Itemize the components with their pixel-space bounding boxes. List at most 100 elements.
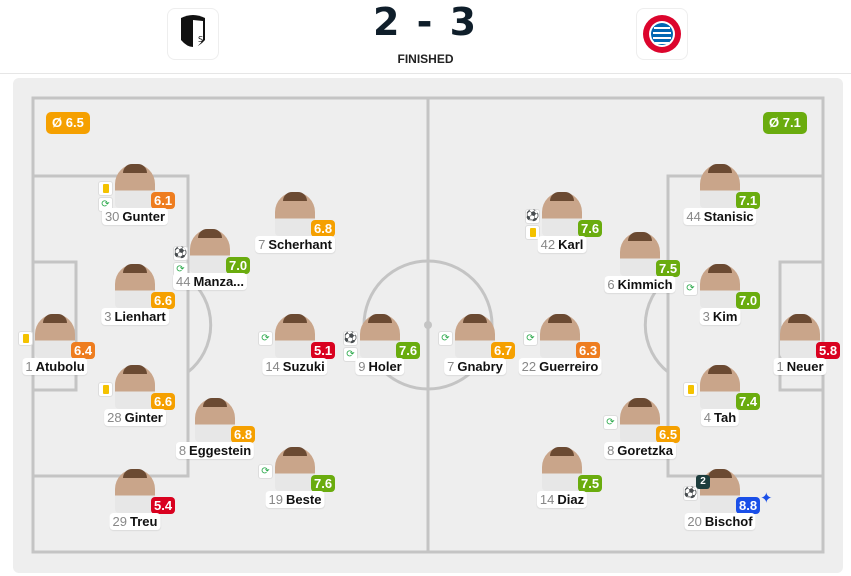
- player-rating: 6.7: [491, 342, 516, 359]
- player-label: 44 Stanisic: [683, 208, 757, 225]
- player-name: Kim: [712, 309, 738, 324]
- player-label: 7 Scherhant: [255, 236, 335, 253]
- home-average-rating: Ø 6.5: [46, 112, 90, 134]
- player-rating: 7.4: [736, 393, 761, 410]
- goal-icon: ⚽: [173, 246, 188, 261]
- player-rating: 7.0: [736, 292, 761, 309]
- player-label: 14 Suzuki: [262, 358, 328, 375]
- player-label: 7 Gnabry: [444, 358, 506, 375]
- player-rating: 6.1: [151, 192, 176, 209]
- player-number: 4: [703, 410, 712, 425]
- player-rating: 6.6: [151, 292, 176, 309]
- player-name: Manza...: [193, 274, 245, 289]
- player-name: Beste: [286, 492, 322, 507]
- player-photo: [540, 314, 580, 358]
- player-label: 1 Neuer: [773, 358, 827, 375]
- player-number: 20: [687, 514, 702, 529]
- player-rating: 6.5: [656, 426, 681, 443]
- player-photo: [455, 314, 495, 358]
- yellow-card-icon: [683, 382, 698, 397]
- player-number: 29: [112, 514, 127, 529]
- yellow-card-icon: [525, 225, 540, 240]
- player-number: 44: [686, 209, 701, 224]
- event-icons: ⟳: [603, 415, 618, 430]
- player-rating: 6.8: [311, 220, 336, 237]
- event-icons: [683, 382, 698, 397]
- yellow-card-icon: [98, 382, 113, 397]
- player-rating: 6.4: [71, 342, 96, 359]
- player-number: 1: [776, 359, 784, 374]
- event-icons: ⟳: [258, 331, 273, 346]
- substitution-icon: ⟳: [343, 347, 358, 362]
- player-photo: [275, 447, 315, 491]
- goal-count: 2: [696, 475, 710, 489]
- event-icons: ⟳: [258, 464, 273, 479]
- event-icons: ⟳: [683, 281, 698, 296]
- player-number: 9: [358, 359, 366, 374]
- player-number: 14: [265, 359, 280, 374]
- player-name: Lienhart: [114, 309, 166, 324]
- player-photo: [360, 314, 400, 358]
- player-number: 1: [25, 359, 33, 374]
- substitution-icon: ⟳: [258, 464, 273, 479]
- score: 2 - 3: [372, 0, 479, 44]
- player-number: 8: [607, 443, 615, 458]
- player-rating: 5.1: [311, 342, 336, 359]
- player-photo: [195, 398, 235, 442]
- substitution-icon: ⟳: [683, 281, 698, 296]
- player-label: 22 Guerreiro: [518, 358, 602, 375]
- player-label: 28 Ginter: [104, 409, 166, 426]
- player-number: 7: [258, 237, 266, 252]
- player-rating: 7.5: [578, 475, 603, 492]
- yellow-card-icon: [18, 331, 33, 346]
- player-label: 44 Manza...: [172, 273, 248, 290]
- player-number: 6: [607, 277, 615, 292]
- player-photo: [115, 264, 155, 308]
- player-name: Diaz: [557, 492, 585, 507]
- player-label: 14 Diaz: [536, 491, 588, 508]
- player-number: 22: [521, 359, 537, 374]
- player-name: Treu: [130, 514, 158, 529]
- player-photo: [700, 365, 740, 409]
- player-rating: 7.1: [736, 192, 761, 209]
- player-photo: [700, 264, 740, 308]
- player-photo: [542, 447, 582, 491]
- player-label: 42 Karl: [537, 236, 587, 253]
- substitution-icon: ⟳: [523, 331, 538, 346]
- away-team-logo[interactable]: [636, 8, 688, 60]
- player-photo: [542, 192, 582, 236]
- substitution-icon: ⟳: [603, 415, 618, 430]
- player-number: 19: [268, 492, 284, 507]
- player-name: Eggestein: [189, 443, 252, 458]
- player-name: Karl: [558, 237, 584, 252]
- player-number: 14: [539, 492, 555, 507]
- player-number: 42: [540, 237, 556, 252]
- player-label: 8 Eggestein: [175, 442, 255, 459]
- player-number: 8: [178, 443, 187, 458]
- event-icons: ⟳: [523, 331, 538, 346]
- match-header: S 2 - 3 FINISHED: [0, 0, 851, 74]
- player-rating: 6.3: [576, 342, 601, 359]
- player-name: Atubolu: [35, 359, 85, 374]
- top-rated-star-icon: ✦: [760, 490, 773, 507]
- svg-text:S: S: [198, 35, 203, 44]
- home-team-logo[interactable]: S: [167, 8, 219, 60]
- goal-icon: ⚽: [343, 331, 358, 346]
- player-rating: 8.8: [736, 497, 761, 514]
- player-photo: [275, 192, 315, 236]
- player-label: 1 Atubolu: [22, 358, 88, 375]
- player-rating: 7.6: [311, 475, 336, 492]
- goal-icon: ⚽: [525, 209, 540, 224]
- player-label: 30 Gunter: [101, 208, 169, 225]
- player-photo: [35, 314, 75, 358]
- player-label: 3 Kim: [699, 308, 741, 325]
- player-number: 30: [104, 209, 120, 224]
- player-name: Tah: [714, 410, 737, 425]
- player-number: 3: [702, 309, 710, 324]
- event-icons: ⚽: [683, 486, 698, 501]
- event-icons: ⚽ ⟳: [343, 331, 358, 362]
- player-rating: 7.6: [396, 342, 421, 359]
- player-number: 3: [104, 309, 112, 324]
- substitution-icon: ⟳: [258, 331, 273, 346]
- player-label: 3 Lienhart: [101, 308, 169, 325]
